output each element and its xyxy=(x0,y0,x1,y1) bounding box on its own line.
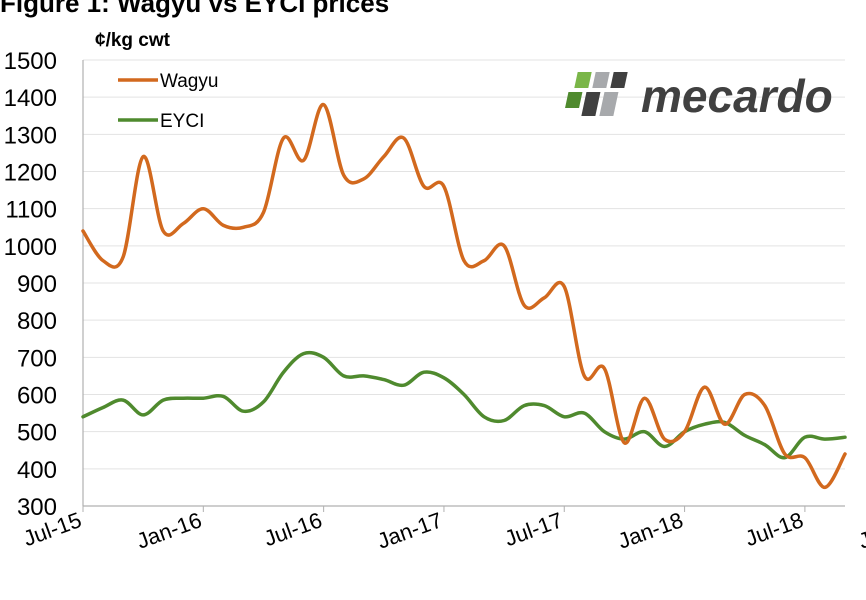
series-line-wagyu xyxy=(81,102,847,490)
x-tick-label: Jul-18 xyxy=(742,507,807,551)
y-tick-label: 1200 xyxy=(4,160,57,187)
legend-label-wagyu: Wagyu xyxy=(160,71,218,92)
legend: Wagyu EYCI xyxy=(118,71,218,132)
y-tick-label: 600 xyxy=(17,383,57,410)
y-tick-label: 500 xyxy=(17,420,57,447)
x-axis-ticks: Jul-15 Jan-16 Jul-16 Jan-17 Jul-17 Jan-18 Jul-… xyxy=(20,506,866,554)
legend-label-eyci: EYCI xyxy=(160,111,204,132)
y-tick-label: 800 xyxy=(17,308,57,335)
brand-logo: mecardo xyxy=(565,70,833,122)
y-tick-label: 400 xyxy=(17,457,57,484)
brand-name: mecardo xyxy=(641,70,833,122)
gridlines xyxy=(83,59,845,470)
unit-label: ¢/kg cwt xyxy=(95,30,171,51)
y-tick-label: 1100 xyxy=(5,197,57,224)
y-tick-label: 1400 xyxy=(4,85,57,112)
x-tick-label: Jul-16 xyxy=(260,507,325,551)
x-tick-label: Jan-17 xyxy=(374,507,446,554)
chart-title: Figure 1: Wagyu vs EYCI prices xyxy=(0,0,389,18)
x-tick-label: Jan-16 xyxy=(133,507,205,554)
series-lines xyxy=(81,102,847,490)
y-tick-label: 300 xyxy=(17,494,57,521)
series-line-eyci xyxy=(81,350,847,460)
mecardo-logo-icon xyxy=(565,72,628,116)
x-tick-label: Jul-17 xyxy=(501,507,566,551)
x-tick-label: Jan-19 xyxy=(855,507,866,554)
x-tick-label: Jan-18 xyxy=(615,507,687,554)
y-tick-label: 1300 xyxy=(4,122,57,149)
y-tick-label: 700 xyxy=(17,345,57,372)
y-tick-label: 1500 xyxy=(4,48,57,75)
y-tick-label: 1000 xyxy=(4,234,57,261)
y-tick-label: 900 xyxy=(17,271,57,298)
y-axis-ticks: 300 400 500 600 700 800 900 1000 1100 1200 1300 140… xyxy=(4,48,57,521)
